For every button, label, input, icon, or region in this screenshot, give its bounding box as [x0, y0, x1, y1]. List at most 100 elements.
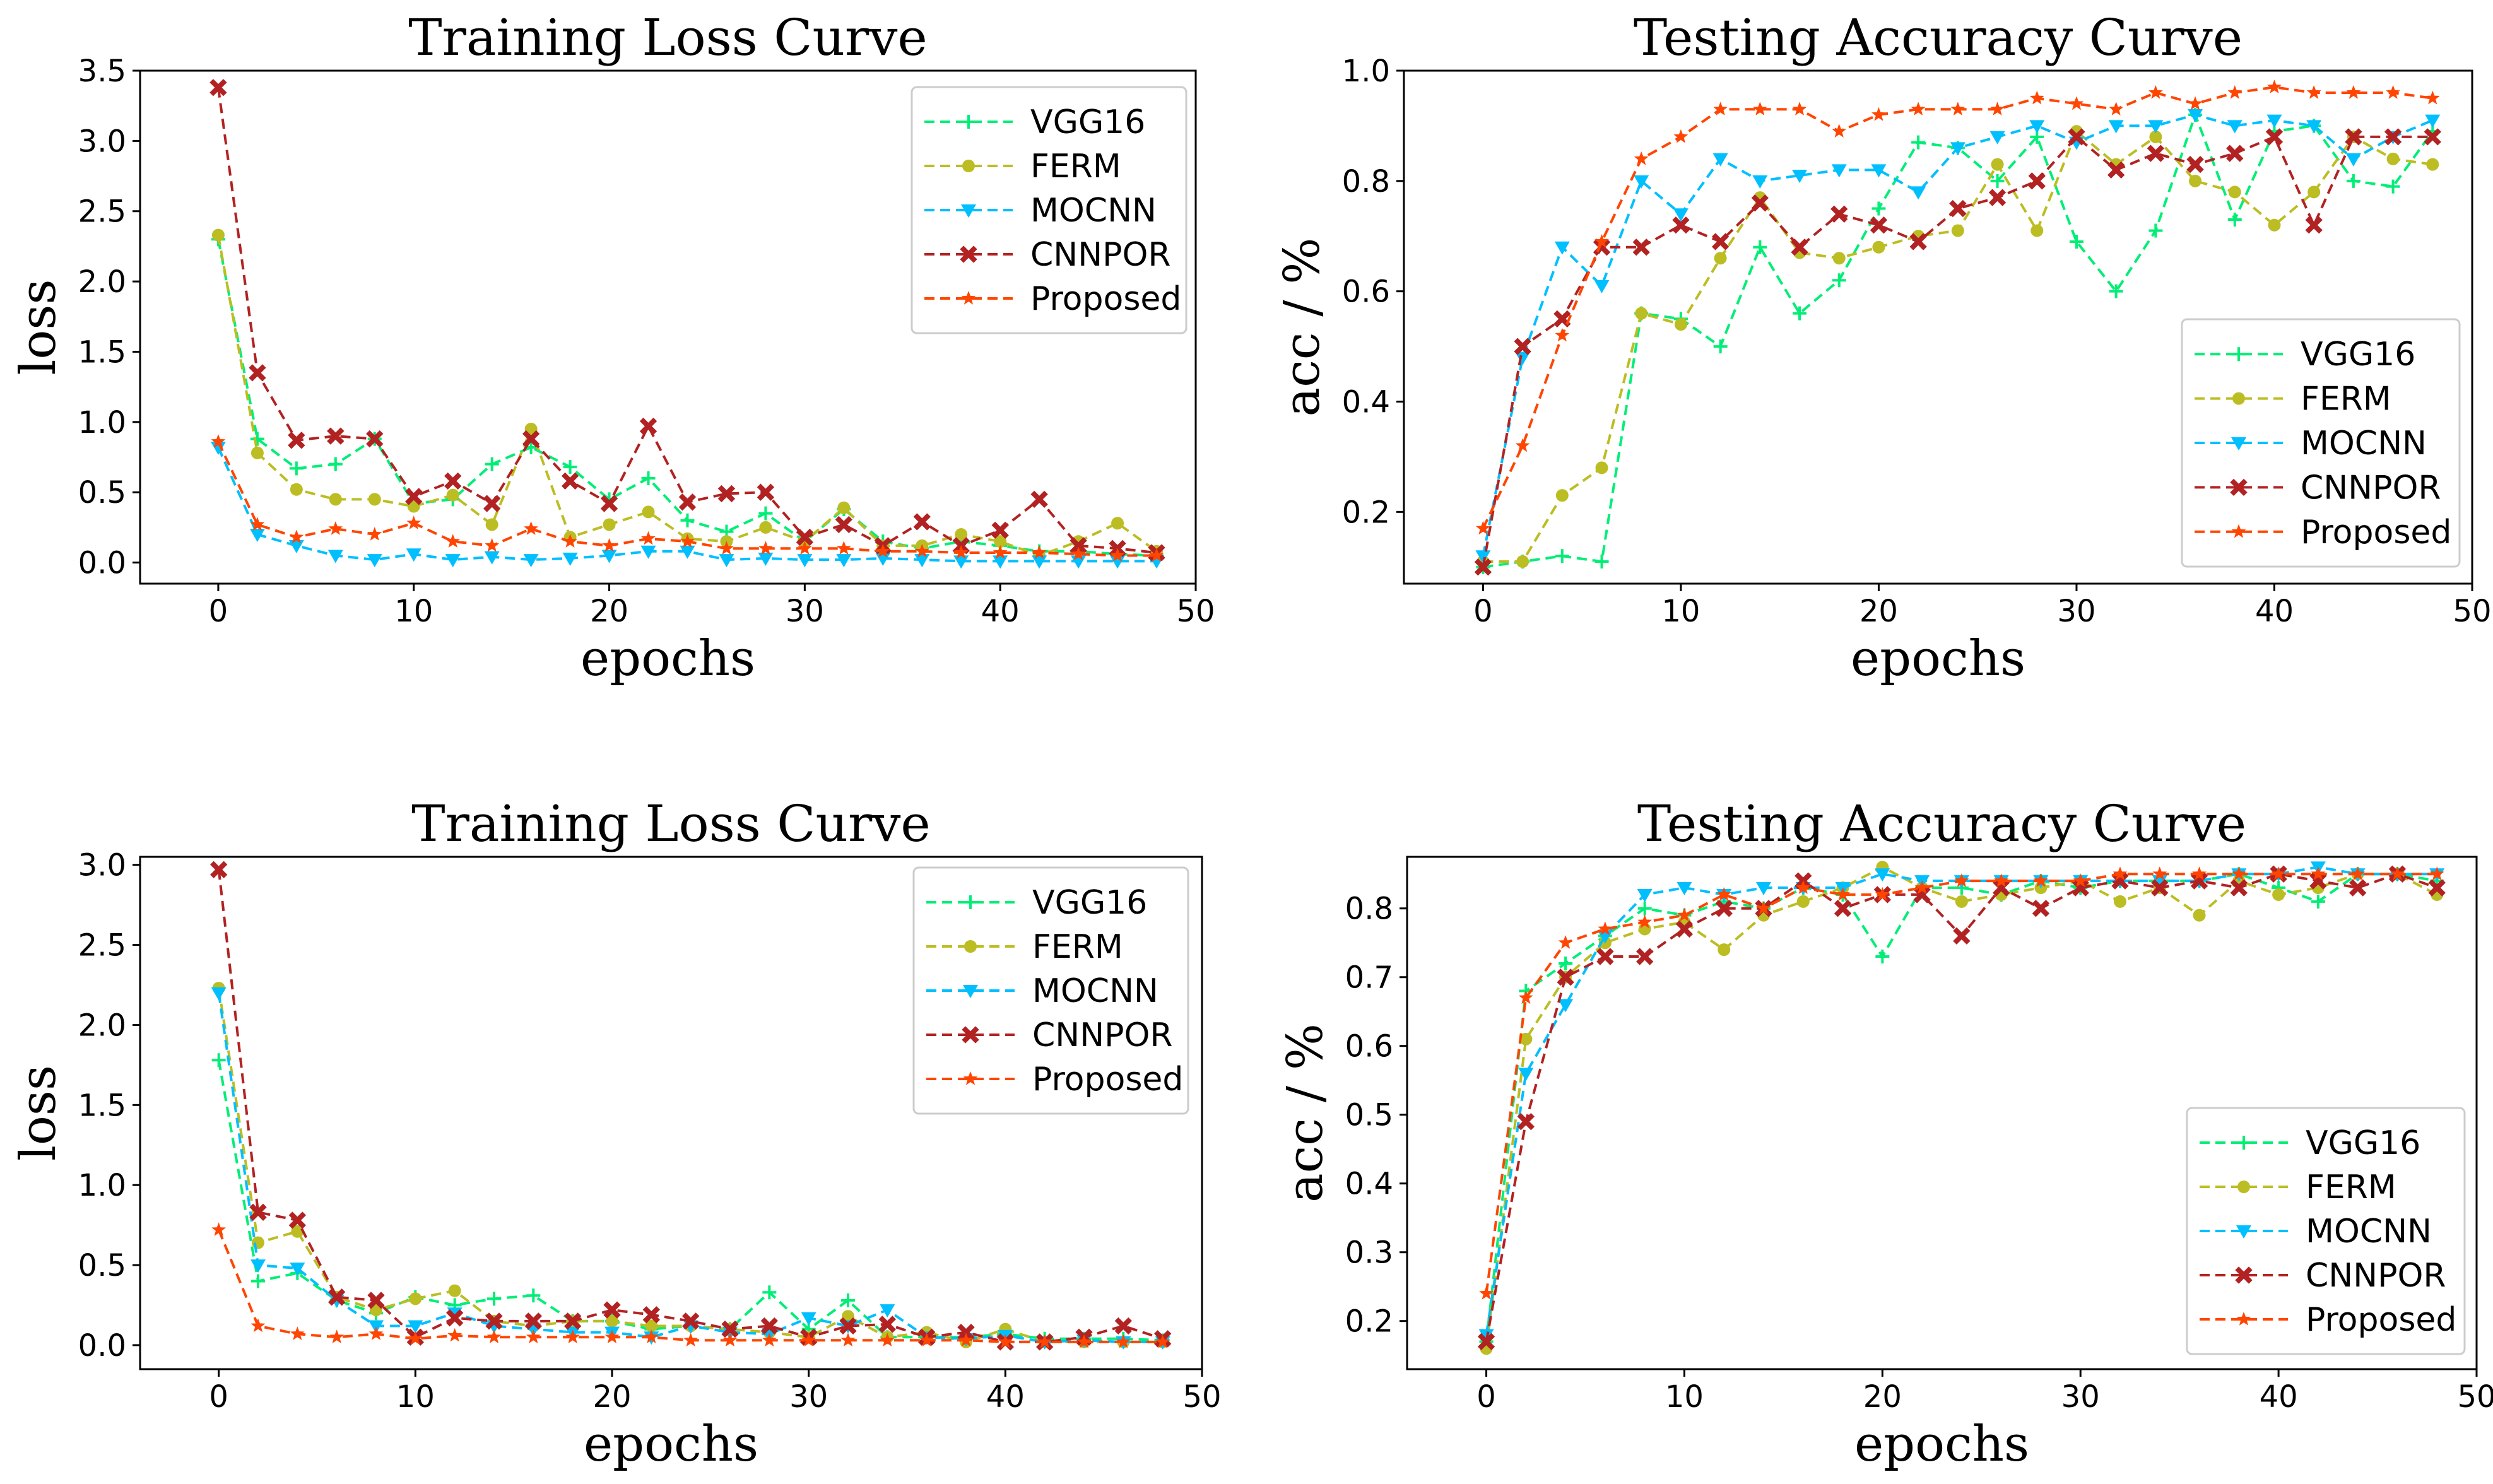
x-tick-label: 50 [2453, 594, 2491, 629]
y-tick-label: 3.0 [78, 124, 126, 159]
data-point-cnnpor [639, 417, 657, 435]
data-point-proposed [1713, 102, 1728, 115]
data-point-proposed [1076, 1334, 1092, 1348]
data-point-mocnn [601, 550, 617, 563]
data-point-vgg16 [1559, 956, 1573, 970]
data-point-cnnpor [1870, 216, 1888, 234]
data-point-ferm [2114, 895, 2126, 908]
data-point-proposed [290, 1326, 305, 1340]
series-proposed [211, 434, 1164, 562]
y-tick-label: 0.6 [1342, 274, 1390, 310]
data-point-proposed [2306, 85, 2321, 99]
data-point-ferm [2228, 186, 2241, 199]
legend-box [912, 866, 1189, 1115]
data-point-vgg16 [762, 1285, 777, 1300]
data-point-proposed [250, 517, 265, 531]
data-point-proposed [2034, 873, 2048, 887]
legend-box [911, 86, 1188, 334]
data-point-mocnn [880, 1304, 895, 1318]
legend-marker-proposed [963, 1071, 978, 1085]
data-point-proposed [2073, 873, 2088, 887]
data-point-ferm [1595, 461, 1608, 474]
data-point-proposed [683, 1333, 698, 1346]
data-point-ferm [329, 493, 342, 506]
data-point-mocnn [327, 550, 343, 563]
y-tick-label: 0.4 [1342, 385, 1390, 420]
data-point-mocnn [836, 554, 852, 568]
data-point-ferm [642, 505, 655, 519]
legend-marker-vgg16 [964, 895, 977, 909]
chart-title: Testing Accuracy Curve [1634, 8, 2243, 67]
data-point-mocnn [1875, 868, 1890, 882]
data-point-mocnn [1558, 999, 1574, 1013]
data-point-proposed [1832, 124, 1847, 138]
data-point-mocnn [210, 441, 226, 455]
data-point-ferm [2426, 158, 2439, 171]
legend-label-mocnn: MOCNN [2301, 425, 2427, 462]
data-point-cnnpor [2028, 172, 2046, 190]
data-point-proposed [1116, 1334, 1131, 1348]
data-point-proposed [2109, 102, 2124, 115]
x-tick-label: 10 [1665, 1379, 1704, 1415]
data-point-proposed [1032, 545, 1047, 559]
data-point-proposed [1950, 102, 1966, 115]
data-point-cnnpor [2349, 879, 2367, 897]
data-point-vgg16 [328, 457, 343, 471]
y-tick-label: 0.2 [1342, 495, 1390, 530]
data-point-cnnpor [760, 1317, 778, 1335]
legend-marker-ferm [2237, 1181, 2250, 1193]
data-point-proposed [445, 534, 461, 548]
data-point-cnnpor [1517, 1112, 1535, 1131]
data-point-proposed [836, 541, 851, 555]
data-point-proposed [447, 1328, 463, 1342]
y-tick-label: 1.0 [78, 1168, 126, 1203]
data-point-mocnn [1677, 882, 1692, 896]
legend-label-vgg16: VGG16 [2306, 1124, 2420, 1162]
data-point-ferm [1832, 252, 1846, 265]
legend-box [2186, 1107, 2466, 1355]
data-point-ferm [1519, 1032, 1533, 1045]
chart-panel-3: 0 10 20 30 40 50 0.0 0.5 1.0 1.5 2.0 2.5 3.0 Training… [10, 794, 1222, 1473]
data-point-vgg16 [641, 471, 656, 485]
data-point-vgg16 [1637, 901, 1652, 916]
x-tick-label: 40 [986, 1379, 1025, 1415]
data-point-cnnpor [1514, 338, 1531, 355]
data-point-proposed [840, 1333, 856, 1346]
data-point-proposed [328, 521, 343, 535]
y-tick-label: 0.8 [1342, 164, 1390, 199]
chart-title: Testing Accuracy Curve [1637, 794, 2246, 853]
legend-marker-vgg16 [962, 115, 975, 129]
data-point-ferm [1991, 158, 2004, 171]
x-tick-label: 0 [209, 594, 228, 629]
legend-label-cnnpor: CNNPOR [1030, 236, 1171, 274]
legend-marker-vgg16 [2237, 1136, 2251, 1150]
data-point-mocnn [1752, 175, 1768, 189]
data-point-cnnpor [878, 1316, 896, 1333]
y-tick-label: 0.3 [1345, 1235, 1393, 1271]
data-point-mocnn [562, 552, 578, 566]
data-point-mocnn [2188, 109, 2203, 122]
data-point-ferm [603, 518, 616, 531]
legend-label-mocnn: MOCNN [1030, 192, 1157, 230]
chart-title: Training Loss Curve [411, 794, 931, 853]
x-axis-label: epochs [584, 1416, 758, 1473]
data-point-proposed [680, 534, 695, 548]
data-point-mocnn [1475, 550, 1491, 564]
data-point-ferm [1516, 555, 1529, 568]
data-point-ferm [1635, 307, 1648, 320]
data-point-mocnn [640, 545, 656, 559]
data-point-mocnn [1950, 142, 1966, 156]
data-point-cnnpor [288, 432, 305, 449]
data-point-ferm [1951, 224, 1964, 237]
legend-marker-ferm [964, 940, 977, 953]
data-point-mocnn [797, 554, 813, 568]
data-point-cnnpor [1596, 948, 1614, 965]
x-axis-label: epochs [1854, 1416, 2029, 1473]
data-point-proposed [526, 1329, 541, 1343]
y-axis-label: loss [10, 1065, 67, 1161]
data-point-proposed [250, 1318, 266, 1333]
data-point-proposed [1911, 102, 1926, 115]
legend-label-proposed: Proposed [2306, 1301, 2456, 1339]
x-tick-label: 0 [1473, 594, 1493, 629]
